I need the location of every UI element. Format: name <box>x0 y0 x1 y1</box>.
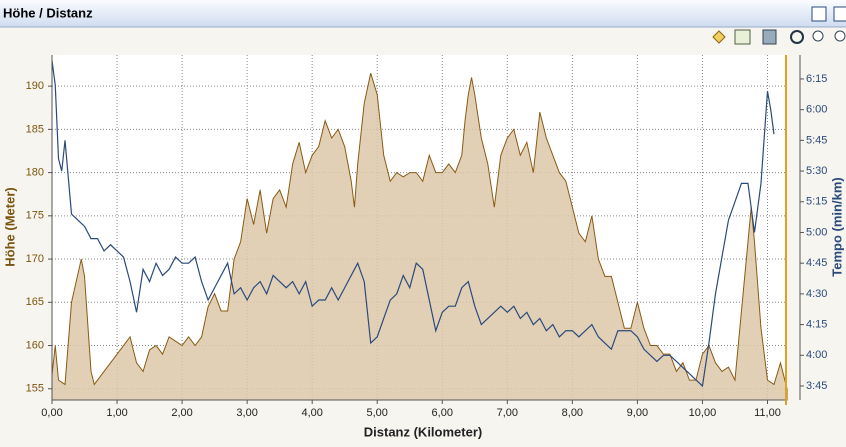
save-tool[interactable] <box>762 29 777 45</box>
y-tick-label: 175 <box>26 210 44 222</box>
tempo-line <box>51 60 775 388</box>
x-tick-label: 7,00 <box>497 407 518 419</box>
y-tick-label: 160 <box>26 339 44 351</box>
fit-tool[interactable] <box>790 30 804 44</box>
x-tick-label: 11,00 <box>754 407 781 419</box>
y-tick-label: 180 <box>26 167 44 179</box>
x-tick-label: 6,00 <box>432 407 453 419</box>
y2-tick-label: 4:15 <box>806 318 827 330</box>
y2-tick-label: 5:45 <box>806 134 827 146</box>
y2-tick-label: 6:00 <box>806 104 827 116</box>
marker-tool[interactable] <box>712 30 726 44</box>
x-tick-label: 1,00 <box>106 407 127 419</box>
y2-tick-label: 6:15 <box>806 73 827 85</box>
y2-tick-label: 5:00 <box>806 226 827 238</box>
title-bar <box>0 0 846 27</box>
y2-tick-label: 4:30 <box>806 288 827 300</box>
layout-button[interactable] <box>833 6 846 22</box>
y2-tick-label: 5:30 <box>806 165 827 177</box>
window-title: Höhe / Distanz <box>3 5 93 20</box>
y2-tick-label: 5:15 <box>806 196 827 208</box>
chart-tool[interactable] <box>734 29 751 45</box>
y-tick-label: 190 <box>26 80 44 92</box>
y2-axis-label: Tempo (min/km) <box>829 177 844 276</box>
x-tick-label: 0,00 <box>41 407 62 419</box>
x-tick-label: 4,00 <box>301 407 322 419</box>
x-tick-label: 3,00 <box>236 407 257 419</box>
y2-tick-label: 4:00 <box>806 349 827 361</box>
zoom-out-tool[interactable] <box>834 30 846 42</box>
y-tick-label: 185 <box>26 123 44 135</box>
elevation-area <box>51 73 788 401</box>
x-tick-label: 10,00 <box>689 407 717 419</box>
x-axis-label: Distanz (Kilometer) <box>364 424 482 439</box>
y-tick-label: 165 <box>26 296 44 308</box>
x-tick-label: 8,00 <box>562 407 583 419</box>
x-tick-label: 5,00 <box>367 407 388 419</box>
x-tick-label: 9,00 <box>627 407 648 419</box>
zoom-in-tool[interactable] <box>812 30 824 42</box>
y2-tick-label: 4:45 <box>806 257 827 269</box>
y-axis-label: Höhe (Meter) <box>2 187 17 266</box>
layout-button[interactable] <box>811 6 827 22</box>
y-tick-label: 170 <box>26 253 44 265</box>
x-tick-label: 2,00 <box>171 407 192 419</box>
y-tick-label: 155 <box>26 383 44 395</box>
y2-tick-label: 3:45 <box>806 380 827 392</box>
